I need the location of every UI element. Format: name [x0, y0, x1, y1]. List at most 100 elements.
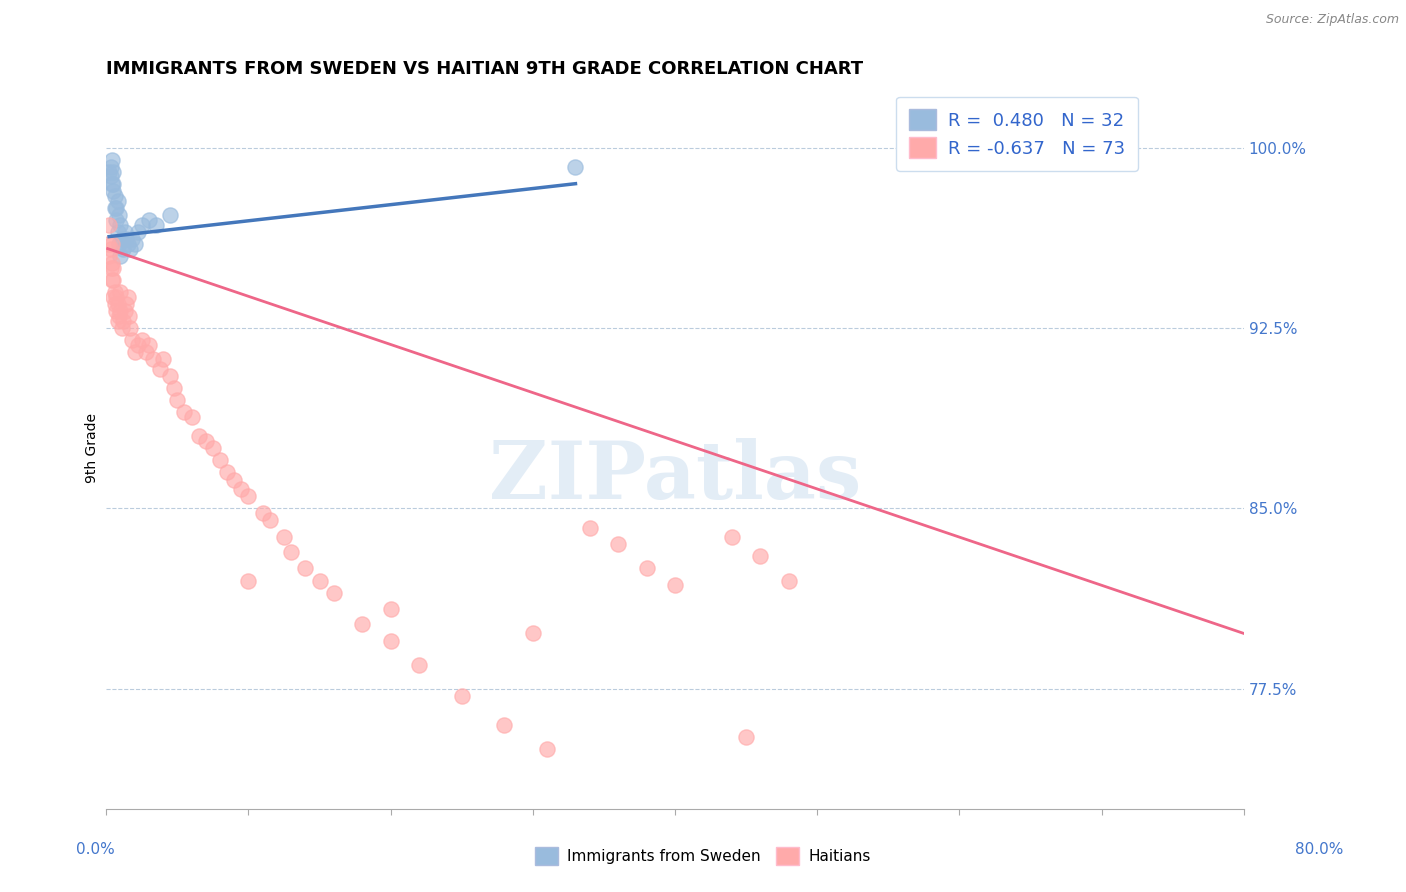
Text: IMMIGRANTS FROM SWEDEN VS HAITIAN 9TH GRADE CORRELATION CHART: IMMIGRANTS FROM SWEDEN VS HAITIAN 9TH GR… [107, 60, 863, 78]
Point [121, 232, 143, 246]
Point [103, 273, 125, 287]
Point [408, 657, 430, 672]
Point [101, 273, 124, 287]
Point [110, 304, 132, 318]
Point [166, 393, 188, 408]
Point [607, 537, 630, 551]
Point [721, 530, 744, 544]
Point [142, 352, 165, 367]
Point [778, 574, 800, 588]
Point [115, 232, 138, 246]
Point [238, 489, 260, 503]
Point [127, 338, 149, 352]
Y-axis label: 9th Grade: 9th Grade [86, 413, 100, 483]
Point [322, 585, 344, 599]
Point [159, 208, 181, 222]
Point [104, 201, 127, 215]
Point [107, 194, 129, 208]
Point [103, 177, 125, 191]
Text: Source: ZipAtlas.com: Source: ZipAtlas.com [1265, 13, 1399, 27]
Text: ZIPatlas: ZIPatlas [489, 438, 860, 516]
Point [135, 345, 157, 359]
Point [280, 544, 302, 558]
Point [238, 574, 260, 588]
Point [252, 506, 274, 520]
Point [115, 297, 138, 311]
Point [105, 212, 128, 227]
Point [100, 169, 122, 184]
Point [104, 297, 127, 311]
Point [131, 218, 153, 232]
Point [187, 429, 209, 443]
Point [100, 242, 122, 256]
Point [494, 718, 516, 732]
Point [217, 465, 239, 479]
Point [104, 285, 127, 299]
Point [111, 321, 134, 335]
Point [163, 381, 186, 395]
Point [564, 160, 586, 174]
Point [105, 304, 128, 318]
Point [114, 304, 136, 318]
Point [110, 285, 132, 299]
Point [105, 201, 128, 215]
Point [103, 184, 125, 198]
Point [101, 153, 124, 167]
Point [149, 362, 172, 376]
Point [380, 633, 402, 648]
Point [98, 249, 121, 263]
Point [107, 297, 129, 311]
Point [124, 236, 146, 251]
Point [120, 321, 142, 335]
Point [103, 164, 125, 178]
Point [127, 225, 149, 239]
Point [112, 314, 135, 328]
Point [224, 473, 246, 487]
Point [121, 333, 143, 347]
Legend: Immigrants from Sweden, Haitians: Immigrants from Sweden, Haitians [529, 841, 877, 871]
Point [536, 742, 558, 756]
Text: 80.0%: 80.0% [1295, 842, 1343, 856]
Point [107, 314, 129, 328]
Point [98, 218, 121, 232]
Point [231, 482, 253, 496]
Point [208, 453, 231, 467]
Point [100, 260, 122, 275]
Point [98, 164, 121, 178]
Point [259, 513, 281, 527]
Point [117, 290, 139, 304]
Point [107, 225, 129, 239]
Point [100, 160, 122, 174]
Point [114, 225, 136, 239]
Point [173, 405, 195, 419]
Point [108, 208, 131, 222]
Point [308, 574, 330, 588]
Point [112, 242, 135, 256]
Point [110, 218, 132, 232]
Point [522, 626, 544, 640]
Point [352, 616, 374, 631]
Legend: R =  0.480   N = 32, R = -0.637   N = 73: R = 0.480 N = 32, R = -0.637 N = 73 [896, 96, 1137, 170]
Point [120, 242, 142, 256]
Point [194, 434, 217, 448]
Point [111, 232, 134, 246]
Point [103, 290, 125, 304]
Point [636, 561, 658, 575]
Point [108, 309, 131, 323]
Point [578, 520, 600, 534]
Point [180, 409, 202, 424]
Point [101, 236, 124, 251]
Text: 0.0%: 0.0% [76, 842, 115, 856]
Point [103, 260, 125, 275]
Point [97, 236, 120, 251]
Point [101, 256, 124, 270]
Point [124, 345, 146, 359]
Point [138, 338, 160, 352]
Point [110, 249, 132, 263]
Point [735, 730, 758, 744]
Point [138, 212, 160, 227]
Point [145, 218, 167, 232]
Point [117, 236, 139, 251]
Point [664, 578, 686, 592]
Point [294, 561, 316, 575]
